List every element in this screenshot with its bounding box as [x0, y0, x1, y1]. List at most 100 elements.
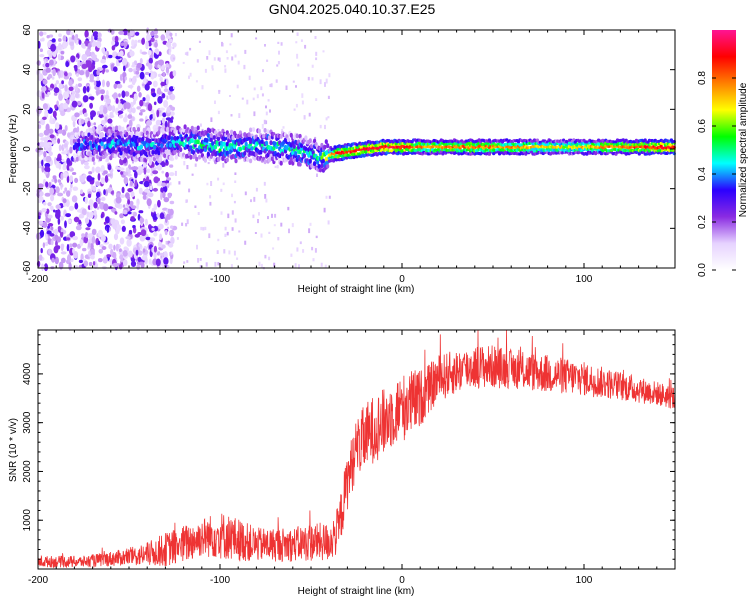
spectrogram-cell [169, 49, 172, 52]
spectrogram-cell [46, 230, 52, 235]
spectrogram-cell [172, 47, 175, 50]
spectrogram-cell [180, 136, 184, 142]
spectrogram-cell [36, 260, 41, 268]
spectrogram-cell [135, 249, 139, 256]
spectrogram-cell [66, 190, 71, 197]
spectrogram-cell [92, 185, 97, 192]
spectrogram-cell [155, 258, 161, 267]
spectrogram-cell [43, 129, 50, 136]
spectrogram-cell [145, 94, 150, 103]
spectrogram-cell [228, 250, 231, 255]
spectrogram-cell [68, 80, 73, 86]
spectrogram-cell [83, 145, 87, 151]
spectrogram-cell [106, 173, 112, 177]
spectrogram-cell [48, 151, 53, 157]
spectrogram-cell [216, 136, 221, 142]
spectrogram-cell [211, 65, 214, 69]
spectrogram-cell [168, 172, 175, 177]
spectrogram-cell [139, 118, 144, 122]
spectrogram-cell [42, 221, 48, 228]
spectrogram-cell [137, 256, 142, 263]
spectrogram-cell [135, 142, 139, 147]
spectrogram-cell [189, 47, 192, 51]
spectrogram-cell [57, 226, 62, 231]
spectrogram-cell [120, 219, 125, 225]
spectrogram-cell [326, 143, 330, 149]
spectrogram-cell [251, 127, 256, 132]
spectrogram-cell [85, 227, 91, 231]
spectrogram-cell [133, 60, 138, 66]
spectrogram-cell [221, 41, 223, 47]
spectrogram-cell [186, 51, 189, 56]
spectrogram-cell [237, 133, 241, 139]
spectrogram-cell [69, 243, 73, 248]
spectrogram-cell [246, 157, 250, 163]
spectrogram-cell [60, 251, 67, 255]
spectrogram-cell [64, 187, 68, 192]
spectrogram-cell [217, 238, 220, 242]
spectrogram-cell [96, 191, 101, 198]
spectrogram-cell [130, 191, 135, 198]
spectrogram-cell [238, 146, 242, 152]
spectrogram-cell [118, 93, 121, 98]
spectrogram-cell [154, 28, 158, 35]
spectrogram-cell [45, 241, 49, 247]
spectrogram-cell [161, 93, 166, 99]
spectrogram-cell [63, 162, 66, 168]
spectrogram-cell [218, 57, 221, 62]
spectrogram-cell [131, 77, 136, 86]
spectrogram-cell [205, 138, 209, 143]
spectrogram-cell [295, 103, 298, 108]
spectrogram-cell [319, 79, 322, 85]
spectrogram-cell [141, 51, 148, 55]
spectrogram-cell [129, 101, 134, 108]
spectrogram-cell [198, 154, 202, 160]
spectrogram-cell [52, 50, 57, 58]
spectrogram-cell [39, 48, 44, 52]
spectrogram-cell [120, 257, 124, 263]
spectrogram-cell [203, 158, 207, 163]
spectrogram-cell [83, 161, 89, 166]
spectrogram-cell [87, 42, 92, 50]
spectrogram-cell [60, 172, 64, 181]
spectrogram-cell [147, 192, 154, 198]
spectrogram-cell [121, 57, 128, 66]
spectrogram-cell [311, 246, 314, 251]
spectrogram-cell [166, 183, 169, 186]
spectrogram-cell [282, 126, 285, 129]
spectrogram-cell [133, 99, 136, 105]
spectrogram-cell [87, 120, 91, 128]
spectrogram-y-tick-label: 0 [22, 146, 33, 152]
spectrogram-cell [107, 187, 113, 192]
spectrogram-cell [166, 213, 172, 220]
spectrogram-cell [154, 127, 158, 133]
spectrogram-cell [249, 158, 253, 164]
spectrogram-cell [206, 56, 209, 60]
spectrogram-cell [167, 135, 171, 141]
spectrogram-cell [324, 264, 327, 268]
spectrogram-cell [107, 206, 114, 210]
spectrogram-cell [37, 124, 42, 129]
spectrogram-cell [107, 164, 112, 171]
spectrogram-cell [82, 247, 87, 252]
spectrogram-cell [150, 172, 153, 176]
spectrogram-cell [75, 73, 79, 77]
snr-y-tick-label: 3000 [22, 411, 33, 434]
spectrogram-cell [213, 57, 216, 61]
spectrogram-cell [97, 69, 100, 75]
spectrogram-cell [131, 107, 136, 114]
spectrogram-cell [136, 62, 143, 69]
spectrogram-cell [125, 131, 129, 137]
spectrogram-cell [40, 196, 44, 202]
spectrogram-cell [199, 265, 202, 269]
spectrogram-cell [159, 233, 163, 241]
spectrogram-cell [273, 224, 276, 227]
spectrogram-cell [45, 181, 49, 188]
spectrogram-cell [132, 61, 135, 68]
spectrogram-cell [123, 176, 129, 185]
spectrogram-cell [285, 85, 288, 90]
spectrogram-cell [170, 136, 174, 141]
spectrogram-cell [166, 106, 171, 114]
spectrogram-cell [135, 70, 140, 75]
